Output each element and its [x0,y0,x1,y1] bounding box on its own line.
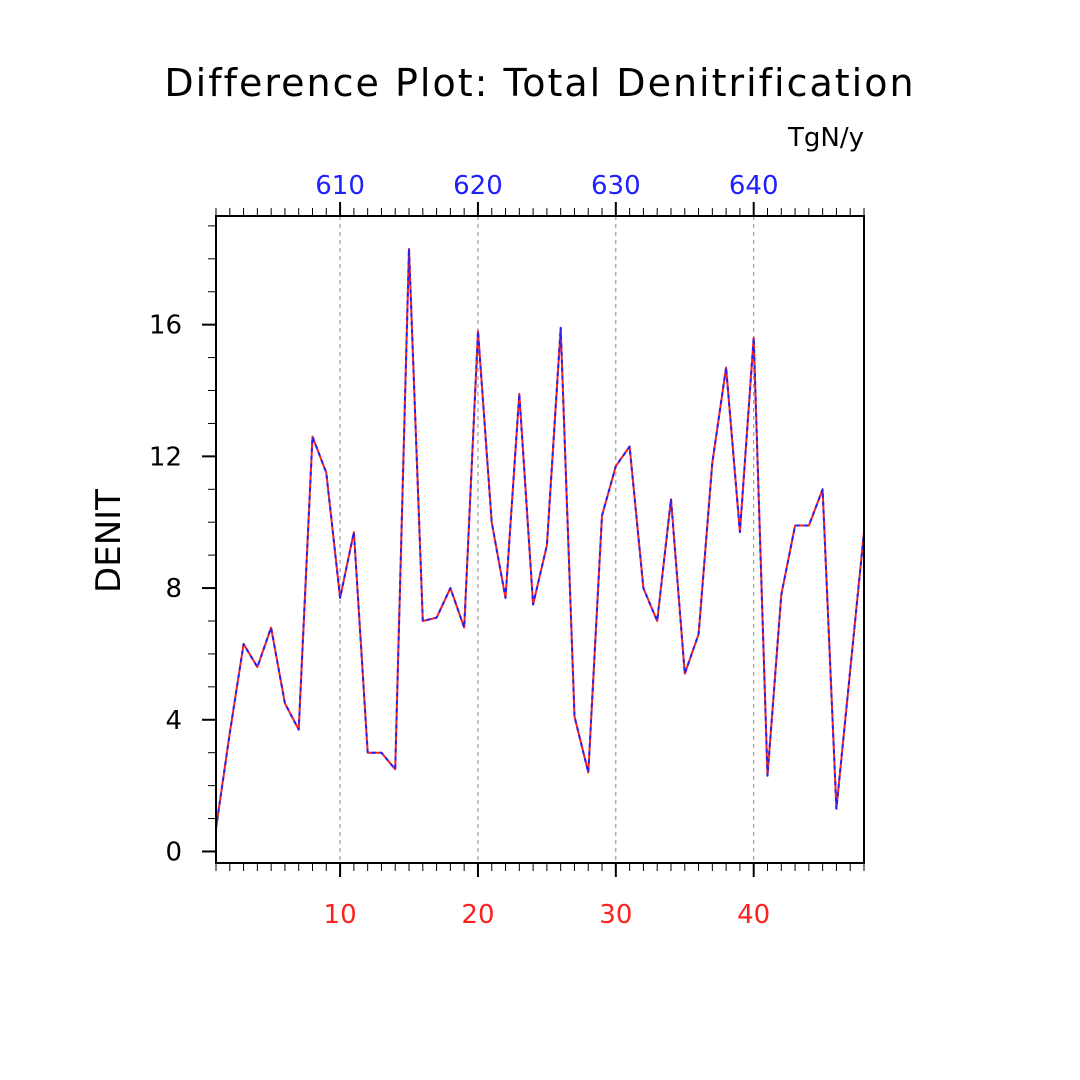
y-axis-label: DENIT [89,489,129,593]
y-tick-label: 12 [149,442,182,472]
y-tick-label: 0 [165,837,182,867]
plot-frame [215,215,865,864]
ticks: 10 20 30 40 610 620 630 640 0 4 8 12 16 [149,171,865,930]
series-blue-line [215,247,865,829]
x-tick-label-top: 610 [315,171,365,201]
x-tick-label-bottom: 20 [461,900,494,930]
units-label: TgN/y [787,123,864,153]
x-tick-label-top: 630 [591,171,641,201]
x-tick-label-top: 640 [729,171,779,201]
y-tick-label: 8 [165,574,182,604]
y-tick-label: 16 [149,311,182,341]
y-tick-label: 4 [165,706,182,736]
series-group [215,247,865,829]
x-tick-label-bottom: 40 [737,900,770,930]
x-tick-label-bottom: 30 [599,900,632,930]
x-tick-label-bottom: 10 [324,900,357,930]
x-tick-label-top: 620 [453,171,503,201]
grid [339,216,755,863]
chart-title: Difference Plot: Total Denitrification [164,61,915,105]
